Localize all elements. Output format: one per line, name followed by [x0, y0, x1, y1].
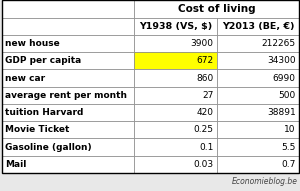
Bar — [2, 69, 134, 87]
Text: 3900: 3900 — [190, 39, 213, 48]
Text: GDP per capita: GDP per capita — [5, 56, 81, 65]
Text: 672: 672 — [196, 56, 213, 65]
Text: average rent per month: average rent per month — [5, 91, 127, 100]
Bar — [217, 104, 299, 121]
Bar — [2, 52, 134, 69]
Text: 27: 27 — [202, 91, 213, 100]
Text: Y2013 (BE, €): Y2013 (BE, €) — [222, 22, 294, 31]
Text: 500: 500 — [279, 91, 296, 100]
Text: tuition Harvard: tuition Harvard — [5, 108, 83, 117]
Bar — [217, 18, 299, 35]
Text: 38891: 38891 — [267, 108, 296, 117]
Bar — [217, 121, 299, 138]
Bar — [217, 52, 299, 69]
Bar — [134, 0, 299, 18]
Text: Gasoline (gallon): Gasoline (gallon) — [5, 143, 92, 152]
Text: new car: new car — [5, 74, 45, 83]
Text: 860: 860 — [196, 74, 213, 83]
Bar — [217, 156, 299, 173]
Bar — [217, 69, 299, 87]
Bar — [134, 156, 217, 173]
Text: 34300: 34300 — [267, 56, 296, 65]
Text: 10: 10 — [284, 125, 296, 134]
Bar — [134, 18, 217, 35]
Text: 0.7: 0.7 — [281, 160, 296, 169]
Bar — [134, 52, 217, 69]
Bar — [2, 0, 134, 18]
Bar — [134, 35, 217, 52]
Bar — [217, 35, 299, 52]
Text: Economieblog.be: Economieblog.be — [232, 177, 298, 186]
Text: 0.25: 0.25 — [193, 125, 213, 134]
Bar — [217, 87, 299, 104]
Bar — [2, 18, 134, 35]
Text: 212265: 212265 — [262, 39, 296, 48]
Bar — [2, 156, 134, 173]
Text: Movie Ticket: Movie Ticket — [5, 125, 70, 134]
Text: Y1938 (VS, $): Y1938 (VS, $) — [139, 22, 212, 31]
Bar — [2, 138, 134, 156]
Bar — [2, 35, 134, 52]
Text: new house: new house — [5, 39, 60, 48]
Bar — [2, 121, 134, 138]
Bar — [2, 104, 134, 121]
Text: Mail: Mail — [5, 160, 26, 169]
Text: 5.5: 5.5 — [281, 143, 296, 152]
Bar — [2, 87, 134, 104]
Bar — [134, 104, 217, 121]
Text: Cost of living: Cost of living — [178, 4, 256, 14]
Bar — [134, 69, 217, 87]
Text: 6990: 6990 — [273, 74, 296, 83]
Bar — [217, 138, 299, 156]
Text: 0.1: 0.1 — [199, 143, 213, 152]
Text: 420: 420 — [196, 108, 213, 117]
Text: 0.03: 0.03 — [193, 160, 213, 169]
Bar — [134, 138, 217, 156]
Bar — [134, 121, 217, 138]
Bar — [134, 87, 217, 104]
